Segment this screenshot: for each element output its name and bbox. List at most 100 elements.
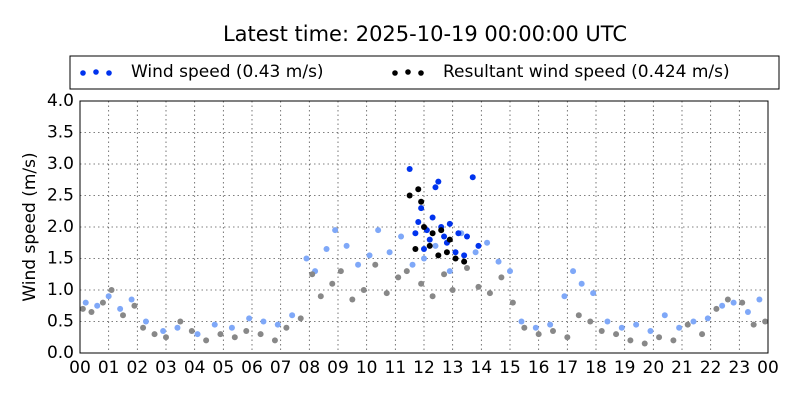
x-tick-label: 21 (671, 358, 693, 378)
point (452, 255, 459, 262)
history-point (271, 337, 278, 344)
history-point (441, 271, 448, 278)
plot-frame (79, 100, 769, 354)
history-point (274, 321, 281, 328)
history-point (409, 261, 416, 268)
history-point (575, 312, 582, 319)
point (429, 214, 436, 221)
history-point (449, 287, 456, 293)
history-point (475, 283, 482, 290)
history-point (670, 337, 677, 344)
history-point (719, 302, 726, 309)
history-point (744, 309, 751, 316)
history-point (627, 337, 634, 344)
history-point (486, 290, 493, 297)
x-tick-label: 14 (471, 358, 493, 378)
history-point (604, 318, 611, 325)
y-tick-label: 1.5 (47, 249, 74, 269)
history-point (429, 293, 436, 300)
history-point (99, 299, 106, 306)
point (446, 236, 453, 243)
history-point (163, 334, 169, 341)
point (421, 224, 427, 230)
history-point (131, 302, 138, 309)
point (426, 236, 433, 243)
history-point (590, 290, 597, 297)
point (464, 233, 470, 240)
y-tick-label: 1.0 (47, 280, 74, 300)
point (415, 218, 422, 225)
point (441, 233, 448, 240)
history-point (647, 327, 654, 334)
history-point (217, 331, 224, 338)
history-point (418, 280, 425, 287)
legend-label: Resultant wind speed (0.424 m/s) (443, 62, 730, 82)
history-point (228, 324, 235, 331)
x-tick-label: 22 (700, 358, 722, 378)
history-point (561, 293, 568, 300)
history-point (699, 331, 706, 338)
history-point (303, 255, 310, 262)
point (446, 220, 453, 227)
history-point (360, 287, 367, 293)
history-point (578, 280, 585, 287)
x-tick-label: 20 (643, 358, 665, 378)
history-point (547, 321, 554, 328)
legend-marker (392, 70, 398, 76)
history-point (403, 268, 410, 275)
point (421, 246, 427, 253)
history-point (661, 312, 668, 319)
point (406, 166, 413, 173)
history-point (472, 249, 479, 256)
history-point (372, 261, 379, 268)
legend-marker (405, 69, 411, 75)
history-point (297, 315, 304, 322)
point (461, 258, 468, 265)
point (438, 227, 445, 234)
history-point (194, 331, 201, 338)
x-tick-label: 06 (241, 358, 263, 378)
history-point (618, 324, 625, 331)
point (412, 246, 419, 253)
history-point (532, 324, 539, 331)
history-point (756, 296, 763, 303)
point (412, 230, 419, 237)
history-point (332, 227, 339, 234)
history-point (507, 268, 513, 275)
history-point (690, 318, 697, 325)
history-point (82, 299, 89, 306)
history-point (203, 337, 210, 344)
x-tick-label: 00 (69, 358, 91, 378)
x-tick-label: 23 (729, 358, 751, 378)
x-tick-label: 10 (356, 358, 378, 378)
history-point (323, 246, 330, 253)
point (406, 192, 413, 199)
x-tick-label: 19 (614, 358, 636, 378)
history-point (88, 309, 95, 316)
history-point (564, 334, 571, 341)
x-tick-label: 12 (413, 358, 435, 378)
history-point (739, 299, 746, 306)
history-point (535, 331, 542, 338)
history-point (484, 239, 491, 246)
history-point (656, 334, 663, 341)
history-point (498, 274, 505, 281)
history-point (283, 324, 290, 331)
history-point (421, 255, 427, 262)
history-point (762, 318, 769, 325)
x-tick-label: 03 (155, 358, 177, 378)
y-tick-label: 0.5 (47, 312, 74, 332)
history-point (188, 327, 195, 334)
history-point (598, 327, 605, 334)
history-point (375, 227, 382, 234)
history-point (260, 318, 267, 325)
y-tick-label: 2.0 (47, 217, 74, 237)
legend (69, 55, 780, 90)
history-point (117, 305, 124, 312)
history-point (386, 249, 393, 256)
y-tick-label: 4.0 (47, 91, 74, 111)
point (435, 252, 442, 259)
history-point (355, 261, 362, 268)
history-point (337, 268, 344, 275)
x-tick-label: 08 (299, 358, 321, 378)
